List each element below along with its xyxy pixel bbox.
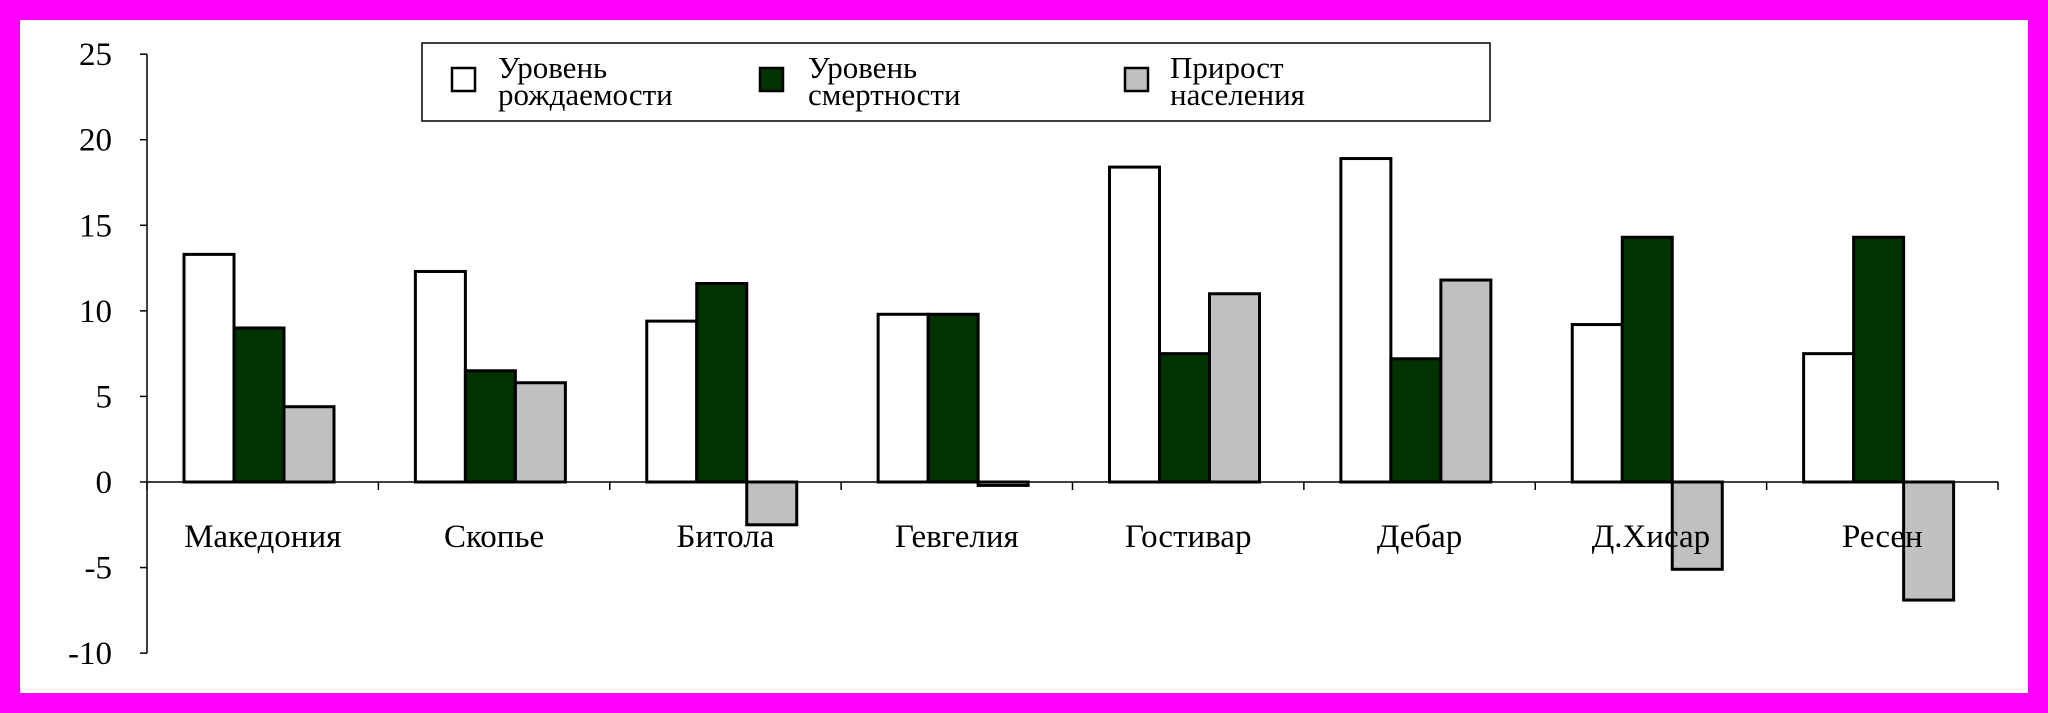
bar xyxy=(926,312,980,484)
bar xyxy=(1439,278,1493,484)
x-category-label: Гевгелия xyxy=(895,519,1019,555)
y-tick-label: -5 xyxy=(85,551,113,587)
bar xyxy=(1570,323,1624,484)
bar xyxy=(1670,480,1724,571)
legend-label-birth-rate-line2: рождаемости xyxy=(498,77,673,112)
bar xyxy=(695,281,749,484)
legend-label-population-growth-line2: населения xyxy=(1170,77,1305,112)
bar xyxy=(976,480,1030,487)
bar xyxy=(645,319,699,484)
legend-label-birth-rate-line1: Уровень xyxy=(498,50,607,85)
legend-entry-death-rate: Уровень смертности xyxy=(758,50,961,112)
legend-entry-birth-rate: Уровень рождаемости xyxy=(450,50,673,112)
plot-background xyxy=(20,20,2028,693)
bar xyxy=(745,480,799,527)
bar xyxy=(282,405,336,484)
legend-label-population-growth-line1: Прирост xyxy=(1170,50,1284,85)
y-tick-label: 15 xyxy=(79,208,112,244)
bar xyxy=(1852,235,1906,484)
y-tick-label: 25 xyxy=(79,37,112,73)
bar xyxy=(232,326,286,484)
bar xyxy=(876,312,930,484)
legend-label-death-rate-line2: смертности xyxy=(808,77,961,112)
bar xyxy=(182,252,236,484)
bar xyxy=(1208,292,1261,484)
bar xyxy=(1802,352,1856,484)
x-category-label: Битола xyxy=(677,519,775,555)
y-tick-label: 20 xyxy=(79,123,112,159)
legend-swatch-population-growth xyxy=(1123,66,1150,93)
legend-box xyxy=(421,42,1491,122)
y-tick-label: 10 xyxy=(79,294,112,330)
legend-swatch-death-rate xyxy=(758,66,785,93)
x-category-label: Гостивар xyxy=(1125,519,1252,555)
bar xyxy=(1339,157,1393,484)
bar xyxy=(1389,357,1443,484)
bar xyxy=(1158,352,1211,484)
legend-label-death-rate-line1: Уровень xyxy=(808,50,917,85)
x-category-label: Д.Хисар xyxy=(1592,519,1710,555)
bar xyxy=(1902,480,1956,602)
y-tick-label: 5 xyxy=(96,379,113,415)
x-category-label: Македония xyxy=(184,519,341,555)
bar xyxy=(413,269,467,484)
legend-swatch-birth-rate xyxy=(450,66,477,93)
y-tick-label: -10 xyxy=(68,636,112,672)
bars xyxy=(182,157,1956,602)
x-category-label: Дебар xyxy=(1377,519,1463,555)
bar xyxy=(513,381,567,484)
category-labels: Македония Скопье Битола Гевгелия Гостивар Деб… xyxy=(184,519,1923,555)
legend-entry-population-growth: Прирост населения xyxy=(1123,50,1305,112)
y-tick-label: 0 xyxy=(96,465,113,501)
bar xyxy=(463,369,517,484)
x-category-label: Ресен xyxy=(1842,519,1923,555)
bar xyxy=(1108,165,1161,484)
bar xyxy=(1620,235,1674,484)
legend: Уровень рождаемости Уровень смертности П… xyxy=(421,42,1491,122)
x-category-label: Скопье xyxy=(444,519,544,555)
